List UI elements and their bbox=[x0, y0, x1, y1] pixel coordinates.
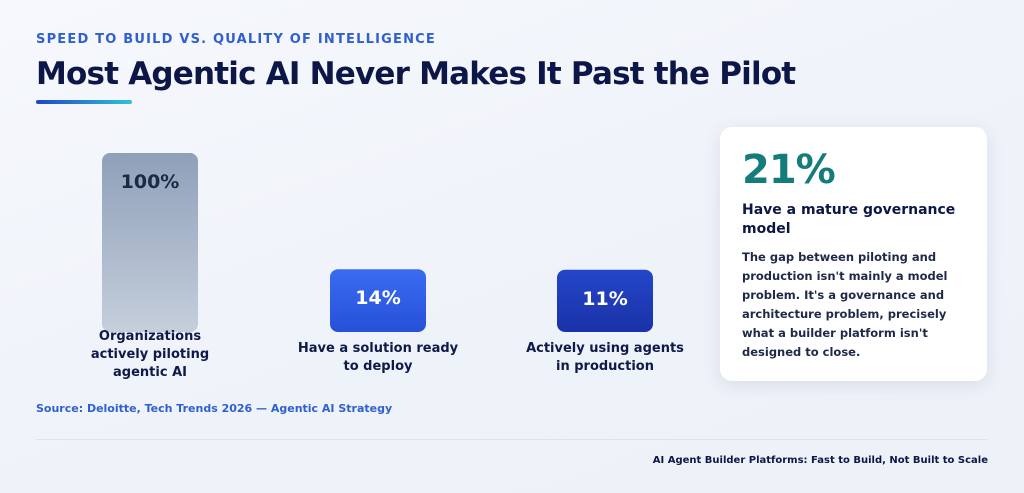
bar-2 bbox=[330, 269, 426, 332]
bar-value-label-2: 14% bbox=[355, 287, 400, 309]
bar-chart: 100% Organizations actively piloting agenti… bbox=[91, 153, 684, 380]
footer-divider bbox=[36, 439, 988, 440]
page-title: Most Agentic AI Never Makes It Past the … bbox=[36, 56, 796, 92]
bar-value-label-1: 100% bbox=[121, 171, 180, 193]
bar-3 bbox=[557, 269, 653, 332]
category-label-1: Organizations actively piloting agentic AI bbox=[91, 329, 209, 380]
card-heading: Have a mature governance model bbox=[742, 202, 956, 237]
footer-text: AI Agent Builder Platforms: Fast to Buil… bbox=[652, 455, 988, 466]
bar-1 bbox=[102, 153, 198, 332]
eyebrow-label: SPEED TO BUILD VS. QUALITY OF INTELLIGEN… bbox=[36, 32, 436, 47]
title-accent-underline bbox=[36, 100, 132, 104]
category-label-3: Actively using agents in production bbox=[526, 341, 684, 374]
card-stat-value: 21% bbox=[742, 147, 836, 193]
source-citation: Source: Deloitte, Tech Trends 2026 — Age… bbox=[36, 402, 393, 415]
card-body-text: The gap between piloting and production … bbox=[742, 250, 948, 359]
governance-stat-card: 21% Have a mature governance model The g… bbox=[720, 127, 987, 381]
category-label-2: Have a solution ready to deploy bbox=[298, 341, 459, 374]
bar-value-label-3: 11% bbox=[582, 288, 627, 310]
